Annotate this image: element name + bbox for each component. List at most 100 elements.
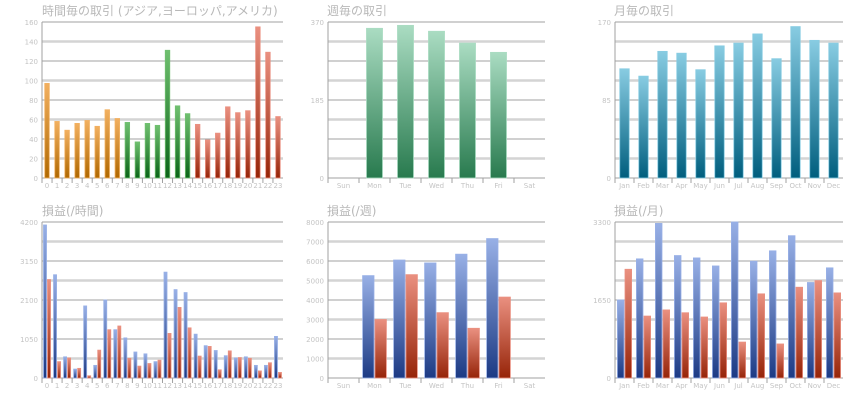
bar-4[interactable] <box>84 120 90 179</box>
bar-6-s0[interactable] <box>103 299 108 379</box>
bar-Jan[interactable] <box>619 68 630 179</box>
bar-21[interactable] <box>255 26 261 179</box>
bar-Jun[interactable] <box>714 45 725 179</box>
bar-7-s1[interactable] <box>117 325 122 379</box>
bar-6-s1[interactable] <box>107 329 112 379</box>
bar-Jul-s0[interactable] <box>731 221 739 379</box>
bar-5[interactable] <box>94 125 100 179</box>
bar-Dec[interactable] <box>828 42 839 179</box>
bar-21-s1[interactable] <box>257 370 262 379</box>
bar-2-s0[interactable] <box>63 356 68 379</box>
bar-0-s1[interactable] <box>47 279 51 379</box>
bar-17[interactable] <box>215 132 221 179</box>
bar-21-s0[interactable] <box>253 364 258 379</box>
bar-16-s1[interactable] <box>207 346 212 379</box>
bar-15[interactable] <box>194 123 201 179</box>
bar-Mon-s1[interactable] <box>374 319 387 379</box>
bar-5-s1[interactable] <box>97 349 102 379</box>
bar-11-s1[interactable] <box>157 359 162 379</box>
bar-9[interactable] <box>134 141 141 179</box>
bar-23[interactable] <box>275 116 281 179</box>
bar-Feb[interactable] <box>638 75 649 179</box>
bar-May[interactable] <box>695 69 706 179</box>
bar-Dec-s1[interactable] <box>833 292 841 379</box>
bar-Oct[interactable] <box>790 26 801 179</box>
bar-Thu-s0[interactable] <box>455 253 468 379</box>
bar-Fri[interactable] <box>490 51 507 179</box>
bar-0-s0[interactable] <box>43 224 47 379</box>
bar-9-s0[interactable] <box>133 351 138 379</box>
bar-1-s0[interactable] <box>53 274 57 379</box>
bar-2[interactable] <box>64 129 70 179</box>
bar-Wed-s0[interactable] <box>424 262 437 379</box>
bar-Nov[interactable] <box>809 39 820 179</box>
bar-Tue-s0[interactable] <box>393 259 406 379</box>
bar-Nov-s0[interactable] <box>807 282 815 379</box>
bar-Mon-s0[interactable] <box>362 275 375 379</box>
bar-1[interactable] <box>54 121 60 179</box>
bar-10-s0[interactable] <box>143 353 148 379</box>
bar-Tue-s1[interactable] <box>405 274 418 379</box>
bar-14-s1[interactable] <box>187 327 192 379</box>
bar-Feb-s0[interactable] <box>636 258 644 379</box>
bar-2-s1[interactable] <box>67 357 72 379</box>
bar-Jan-s0[interactable] <box>617 299 625 379</box>
bar-Aug[interactable] <box>752 33 763 179</box>
bar-Wed[interactable] <box>428 30 445 179</box>
bar-Jun-s1[interactable] <box>719 302 727 379</box>
bar-Jan-s1[interactable] <box>624 268 632 379</box>
bar-11-s0[interactable] <box>153 361 158 379</box>
bar-Sep-s1[interactable] <box>776 343 784 379</box>
bar-23-s1[interactable] <box>278 372 282 379</box>
bar-Jun-s0[interactable] <box>712 265 720 379</box>
bar-Jul-s1[interactable] <box>738 341 746 379</box>
bar-8[interactable] <box>124 122 131 179</box>
bar-14[interactable] <box>184 113 191 179</box>
bar-0[interactable] <box>44 83 50 179</box>
bar-14-s0[interactable] <box>183 292 188 379</box>
bar-May-s0[interactable] <box>693 257 701 379</box>
bar-18-s1[interactable] <box>227 350 232 379</box>
bar-Thu-s1[interactable] <box>467 327 480 379</box>
bar-6[interactable] <box>104 109 110 179</box>
bar-Apr-s0[interactable] <box>674 255 682 379</box>
bar-8-s0[interactable] <box>123 337 128 379</box>
bar-Sep[interactable] <box>771 58 782 179</box>
bar-19-s1[interactable] <box>237 357 242 379</box>
bar-10-s1[interactable] <box>147 363 152 379</box>
bar-Apr-s1[interactable] <box>681 312 689 379</box>
bar-17-s0[interactable] <box>213 350 218 379</box>
bar-Feb-s1[interactable] <box>643 315 651 379</box>
bar-Oct-s1[interactable] <box>795 286 803 379</box>
bar-Dec-s0[interactable] <box>826 267 834 379</box>
bar-Wed-s1[interactable] <box>436 312 449 379</box>
bar-3-s1[interactable] <box>77 367 82 379</box>
bar-Thu[interactable] <box>459 42 476 179</box>
bar-Aug-s0[interactable] <box>750 260 758 379</box>
bar-Tue[interactable] <box>397 24 414 179</box>
bar-23-s0[interactable] <box>274 335 278 379</box>
bar-18-s0[interactable] <box>223 355 228 379</box>
bar-13-s1[interactable] <box>177 307 182 379</box>
bar-Jul[interactable] <box>733 42 744 179</box>
bar-3[interactable] <box>74 123 80 179</box>
bar-Mon[interactable] <box>366 27 383 179</box>
bar-17-s1[interactable] <box>217 369 222 379</box>
bar-15-s1[interactable] <box>197 355 202 379</box>
bar-18[interactable] <box>225 106 231 179</box>
bar-12-s0[interactable] <box>163 271 168 379</box>
bar-13-s0[interactable] <box>173 289 178 379</box>
bar-Fri-s0[interactable] <box>486 238 499 379</box>
bar-13[interactable] <box>174 105 181 179</box>
bar-May-s1[interactable] <box>700 316 708 379</box>
bar-19-s0[interactable] <box>233 357 238 379</box>
bar-22-s0[interactable] <box>264 364 268 379</box>
bar-Aug-s1[interactable] <box>757 293 765 379</box>
bar-4-s1[interactable] <box>87 375 92 379</box>
bar-5-s0[interactable] <box>93 364 98 379</box>
bar-15-s0[interactable] <box>193 333 198 379</box>
bar-Oct-s0[interactable] <box>788 235 796 379</box>
bar-7[interactable] <box>114 118 120 179</box>
bar-19[interactable] <box>235 112 241 179</box>
bar-Nov-s1[interactable] <box>814 280 822 379</box>
